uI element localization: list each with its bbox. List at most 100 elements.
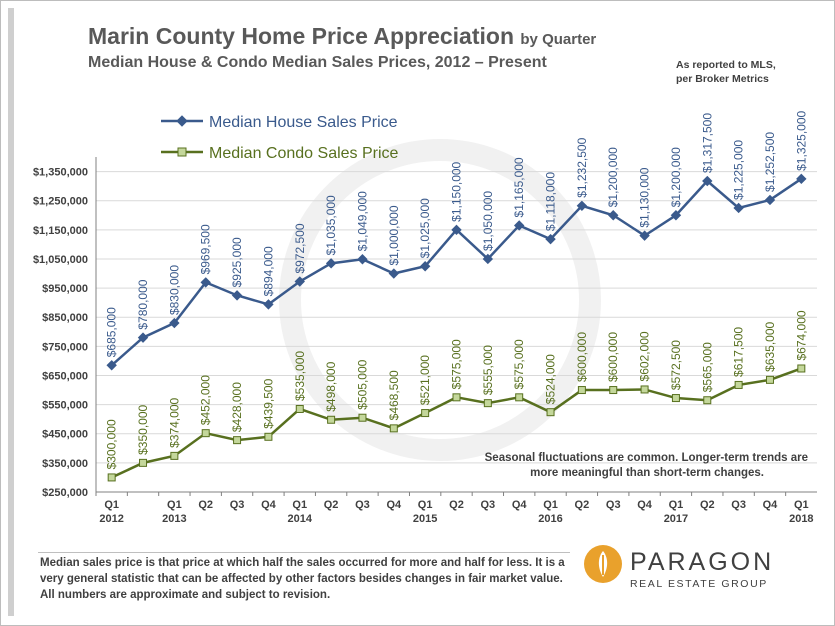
house-data-point [702,175,713,187]
condo-data-point [797,364,806,373]
paragon-logo-name: PARAGON [630,548,775,576]
house-data-label: $1,317,500 [700,113,714,173]
x-tick-label: Q4 [512,499,528,511]
condo-data-label: $300,000 [105,419,119,469]
source-note: As reported to MLS, per Broker Metrics [676,58,776,86]
house-data-label: $1,000,000 [387,205,401,265]
condo-data-point [734,380,743,389]
x-tick-label: Q2 [449,499,464,511]
house-data-point [231,290,243,301]
house-data-label: $830,000 [167,265,181,315]
condo-data-label: $498,000 [324,361,338,411]
house-data-point [419,261,431,272]
x-tick-label: Q2 [700,499,715,511]
x-tick-label: Q4 [261,499,277,511]
source-note-line1: As reported to MLS, [676,59,776,71]
paragon-logo-mark [584,545,622,583]
house-data-label: $685,000 [105,307,119,357]
x-tick-label: Q4 [386,499,402,511]
house-data-point [482,253,494,265]
house-data-label: $1,325,000 [794,110,808,170]
condo-data-point [358,413,367,422]
condo-data-point [327,415,336,424]
house-data-label: $1,035,000 [324,195,338,255]
condo-data-point [515,393,524,402]
x-tick-label: Q2 [575,499,590,511]
house-data-label: $1,225,000 [732,140,746,200]
condo-data-label: $521,000 [418,355,432,405]
house-data-point [513,220,525,231]
condo-data-point [107,473,116,482]
x-tick-label: Q1 [167,499,182,511]
x-tick-label: Q1 [292,499,307,511]
house-data-point [388,268,400,279]
condo-data-point [421,409,430,418]
condo-data-point [201,429,210,438]
house-data-label: $1,130,000 [638,167,652,227]
paragon-logo: PARAGON REAL ESTATE GROUP [584,545,824,595]
house-data-label: $969,500 [199,224,213,274]
house-data-point [294,276,305,287]
condo-data-point [640,385,649,394]
condo-data-label: $374,000 [167,398,181,448]
house-data-label: $1,200,000 [669,147,683,207]
x-tick-label: Q3 [481,499,496,511]
condo-data-label: $452,000 [199,375,213,425]
y-tick-label: $750,000 [42,341,88,353]
x-tick-label: Q2 [324,499,339,511]
condo-data-point [483,399,492,408]
legend-label: Median Condo Sales Price [209,145,399,162]
condo-data-label: $555,000 [481,345,495,395]
x-tick-label: Q4 [637,499,653,511]
house-data-label: $1,200,000 [606,147,620,207]
x-tick-label: Q3 [230,499,245,511]
condo-data-point [546,408,555,417]
house-data-point [639,230,650,241]
condo-data-label: $505,000 [355,359,369,409]
house-data-point [106,360,117,371]
watermark-ring [279,139,601,461]
house-data-point [670,210,682,221]
house-data-point [169,317,180,329]
y-tick-label: $250,000 [42,487,88,499]
condo-data-label: $635,000 [763,321,777,371]
condo-data-label: $439,500 [261,378,275,428]
condo-data-label: $617,500 [732,327,746,377]
condo-data-label: $575,000 [450,339,464,389]
condo-data-point [389,424,398,433]
paragon-logo-tagline: REAL ESTATE GROUP [630,578,768,590]
y-tick-label: $1,250,000 [33,196,88,208]
x-tick-label: Q1 [104,499,119,511]
y-tick-label: $350,000 [42,458,88,470]
condo-data-point [139,458,148,467]
x-tick-year-label: 2018 [789,513,813,525]
condo-data-label: $468,500 [387,370,401,420]
x-tick-label: Q3 [731,499,746,511]
x-tick-label: Q1 [418,499,433,511]
house-data-label: $925,000 [230,237,244,287]
condo-data-label: $575,000 [512,339,526,389]
house-data-point [451,224,462,236]
condo-data-label: $524,000 [544,354,558,404]
condo-data-label: $535,000 [293,351,307,401]
house-data-label: $1,118,000 [544,172,558,231]
house-data-point [137,332,149,343]
x-tick-year-label: 2017 [664,513,688,525]
house-data-point [545,233,556,245]
condo-data-point [233,436,242,445]
condo-data-point [170,451,179,460]
condo-data-point [609,386,618,395]
house-data-label: $1,050,000 [481,191,495,251]
chart-subtitle: Median House & Condo Median Sales Prices… [88,54,547,71]
house-data-label: $894,000 [261,246,275,296]
condo-data-point [765,375,774,384]
x-tick-label: Q3 [355,499,370,511]
condo-data-point [295,404,304,413]
house-data-point [576,200,588,212]
house-data-point [608,210,619,221]
house-data-point [796,173,807,185]
condo-data-point [703,396,712,405]
y-tick-label: $450,000 [42,429,88,441]
x-tick-year-label: 2016 [538,513,562,525]
x-tick-label: Q3 [606,499,621,511]
